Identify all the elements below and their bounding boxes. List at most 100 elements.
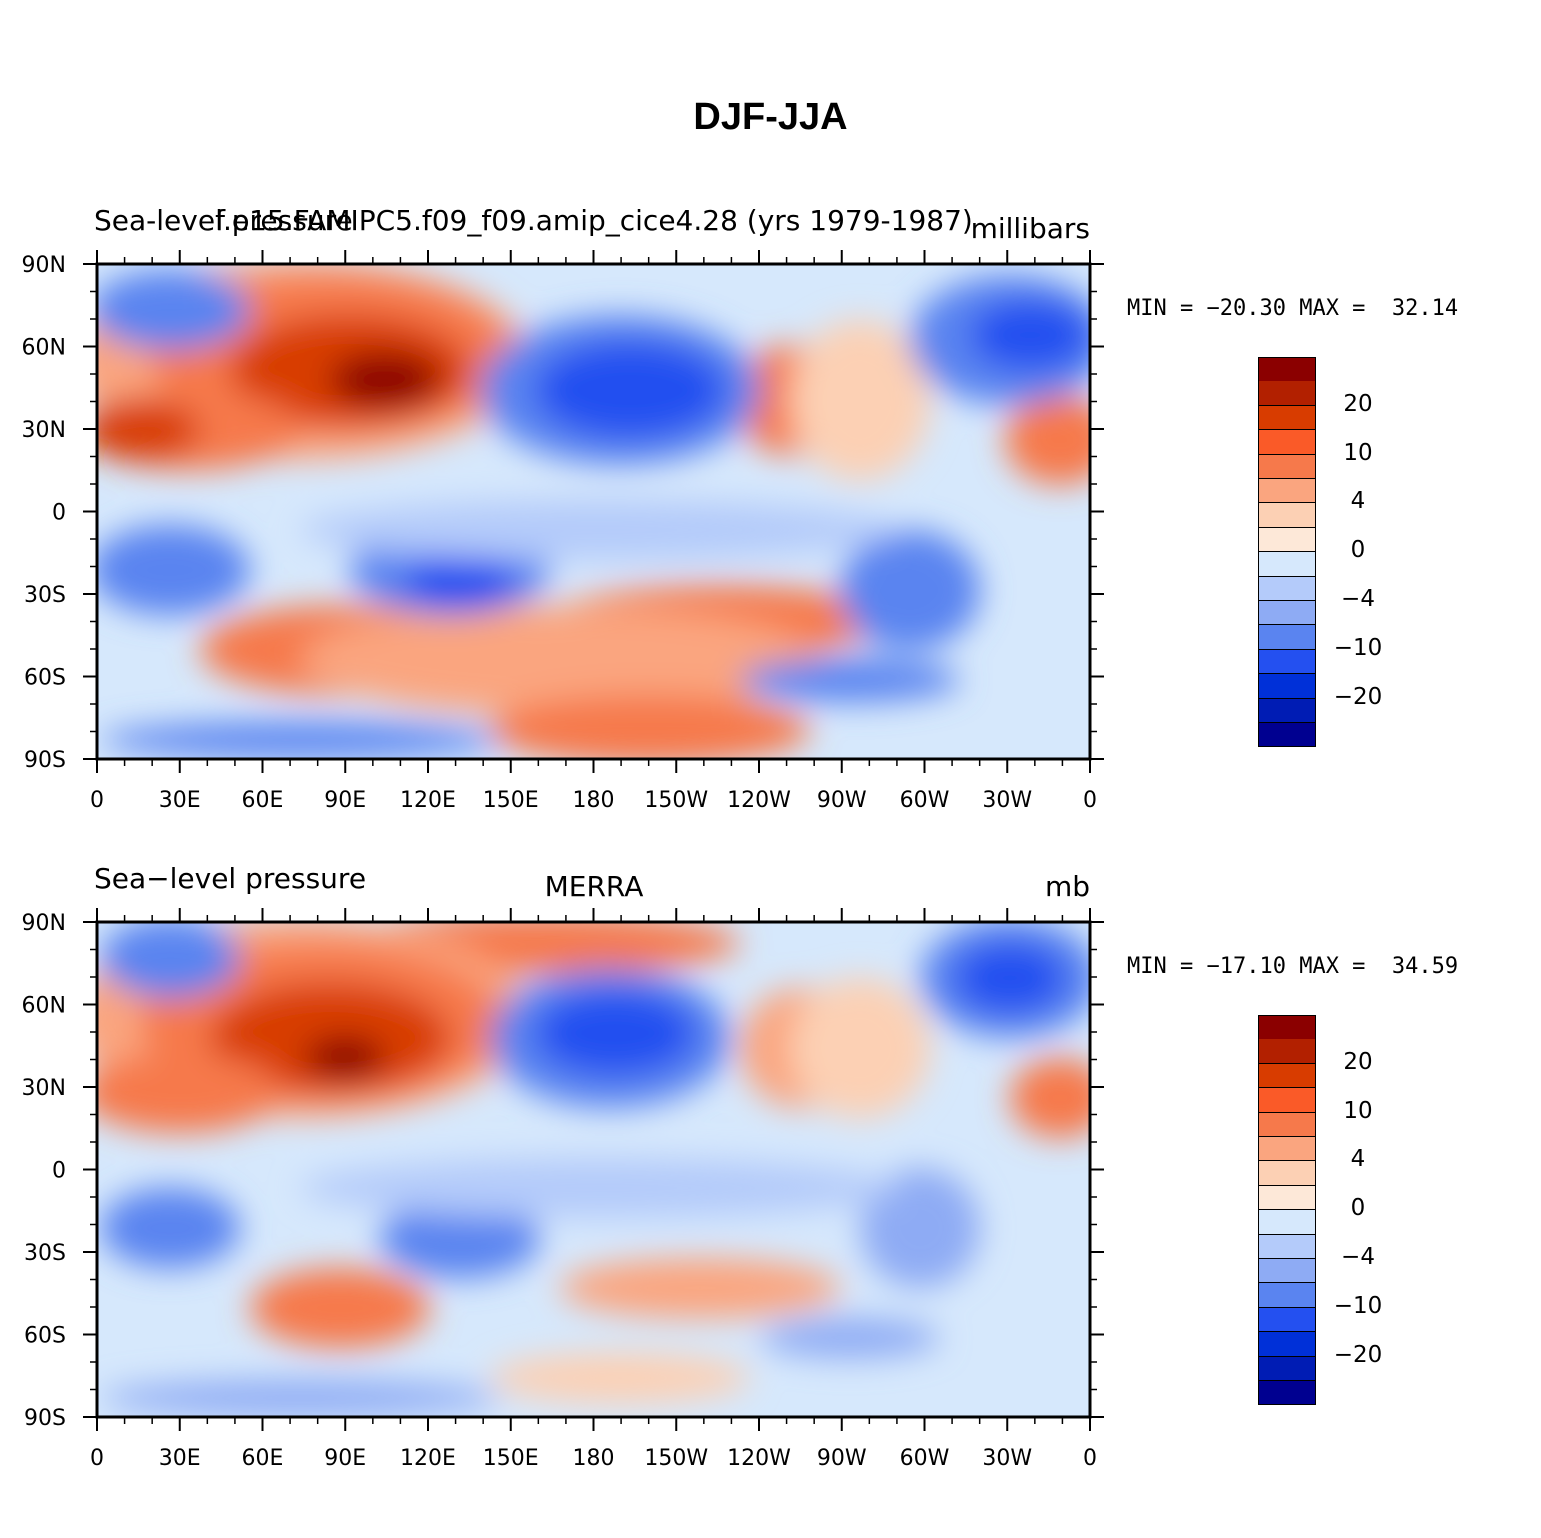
colorbar-swatch: [1258, 479, 1316, 504]
lon-tick-label: 30E: [159, 1446, 201, 1471]
colorbar-tick-label: −4: [1341, 586, 1375, 612]
lat-tick-label: 0: [52, 1159, 66, 1184]
lon-tick-label: 150W: [644, 788, 708, 813]
colorbar-swatch: [1258, 1112, 1316, 1137]
colorbar: [1258, 357, 1316, 748]
lat-tick-label: 60S: [24, 666, 66, 691]
lat-tick-label: 90S: [24, 748, 66, 773]
colorbar-swatch: [1258, 1161, 1316, 1186]
lon-tick-label: 150E: [483, 1446, 539, 1471]
colorbar-tick-label: 10: [1343, 439, 1373, 466]
lon-tick-label: 60W: [900, 1446, 950, 1471]
figure-title: DJF-JJA: [693, 96, 848, 138]
lon-tick-label: 120W: [727, 1446, 791, 1471]
colorbar-swatch: [1258, 674, 1316, 699]
colorbar-tick-label: −20: [1333, 683, 1383, 710]
lat-tick-label: 0: [52, 501, 66, 526]
colorbar-tick-label: −20: [1333, 1341, 1383, 1368]
panel-center-label: f.e15.FAMIPC5.f09_f09.amip_cice4.28 (yrs…: [215, 204, 973, 237]
lon-tick-label: 30W: [982, 788, 1032, 813]
lon-tick-label: 30E: [159, 788, 201, 813]
lon-tick-label: 120E: [400, 788, 456, 813]
lon-tick-label: 60E: [242, 788, 284, 813]
field-min-max: MIN = −17.10 MAX = 34.59: [1127, 954, 1458, 979]
lon-tick-label: 90E: [324, 788, 366, 813]
colorbar-swatch: [1258, 430, 1316, 455]
colorbar-swatch: [1258, 381, 1316, 406]
colorbar-swatch: [1258, 1234, 1316, 1259]
lon-tick-label: 0: [90, 1446, 104, 1471]
lon-tick-label: 120E: [400, 1446, 456, 1471]
map-panel-model: Sea-level pressure f.e15.FAMIPC5.f09_f09…: [22, 204, 1104, 813]
colorbar-tick-label: 20: [1343, 1048, 1373, 1075]
colorbar-swatch: [1258, 601, 1316, 626]
colorbar-swatch: [1258, 454, 1316, 479]
colorbar-tick-label: 20: [1343, 390, 1373, 417]
lon-tick-label: 0: [1083, 788, 1097, 813]
colorbar-swatch: [1258, 1381, 1316, 1406]
colorbar-swatch: [1258, 1356, 1316, 1381]
lat-tick-label: 90N: [22, 253, 66, 278]
panel-center-label: MERRA: [545, 870, 644, 903]
panel-units-label: millibars: [971, 212, 1090, 245]
colorbar-swatch: [1258, 1015, 1316, 1041]
colorbar-swatch: [1258, 357, 1316, 383]
colorbar-swatch: [1258, 1088, 1316, 1113]
lon-tick-label: 60E: [242, 1446, 284, 1471]
lon-tick-label: 90W: [817, 1446, 867, 1471]
lon-tick-label: 120W: [727, 788, 791, 813]
colorbar-swatch: [1258, 405, 1316, 431]
colorbar-swatch: [1258, 698, 1316, 723]
colorbar-swatch: [1258, 1259, 1316, 1284]
colorbar-tick-label: −4: [1341, 1244, 1375, 1270]
colorbar-swatch: [1258, 1332, 1316, 1357]
colorbar: [1258, 1015, 1316, 1406]
lon-tick-label: 150W: [644, 1446, 708, 1471]
colorbar-swatch: [1258, 527, 1316, 553]
lat-tick-label: 30S: [24, 583, 66, 608]
colorbar-tick-label: 10: [1343, 1097, 1373, 1124]
lon-tick-label: 60W: [900, 788, 950, 813]
panel-left-label: Sea-level pressure: [94, 204, 353, 237]
colorbar-swatch: [1258, 1210, 1316, 1235]
colorbar-swatch: [1258, 1283, 1316, 1308]
colorbar-tick-label: 0: [1350, 1195, 1366, 1222]
lat-tick-label: 60N: [22, 336, 66, 361]
lat-tick-label: 30N: [22, 1076, 66, 1101]
colorbar-tick-label: −10: [1333, 634, 1383, 661]
lat-tick-label: 30S: [24, 1241, 66, 1266]
colorbar-tick-label: 4: [1350, 488, 1366, 515]
colorbar-tick-label: 0: [1350, 537, 1366, 564]
colorbar-swatch: [1258, 1185, 1316, 1211]
panel-units-label: mb: [1045, 870, 1090, 903]
lon-tick-label: 90E: [324, 1446, 366, 1471]
lat-tick-label: 90N: [22, 911, 66, 936]
lat-tick-label: 90S: [24, 1406, 66, 1431]
map-panel-merra: Sea−level pressure MERRA mb: [22, 862, 1104, 1471]
colorbar-tick-label: −10: [1333, 1292, 1383, 1319]
colorbar-swatch: [1258, 1137, 1316, 1162]
lat-tick-label: 60S: [24, 1324, 66, 1349]
colorbar-tick-label: 4: [1350, 1146, 1366, 1173]
colorbar-swatch: [1258, 576, 1316, 601]
lon-tick-label: 180: [573, 788, 615, 813]
lon-tick-label: 0: [1083, 1446, 1097, 1471]
max-value: MAX = 32.14: [1299, 296, 1459, 321]
colorbar-swatch: [1258, 723, 1316, 748]
colorbar-swatch: [1258, 1307, 1316, 1333]
lon-tick-label: 30W: [982, 1446, 1032, 1471]
lon-tick-label: 180: [573, 1446, 615, 1471]
max-value: MAX = 34.59: [1299, 954, 1459, 979]
colorbar-swatch: [1258, 1063, 1316, 1089]
lon-tick-label: 90W: [817, 788, 867, 813]
lon-tick-label: 0: [90, 788, 104, 813]
min-value: MIN = −20.30: [1127, 296, 1286, 321]
pressure-field: [97, 922, 1090, 1417]
colorbar-swatch: [1258, 503, 1316, 528]
colorbar-swatch: [1258, 552, 1316, 577]
min-value: MIN = −17.10: [1127, 954, 1286, 979]
field-min-max: MIN = −20.30 MAX = 32.14: [1127, 296, 1458, 321]
lat-tick-label: 30N: [22, 418, 66, 443]
colorbar-swatch: [1258, 625, 1316, 650]
colorbar-swatch: [1258, 649, 1316, 675]
